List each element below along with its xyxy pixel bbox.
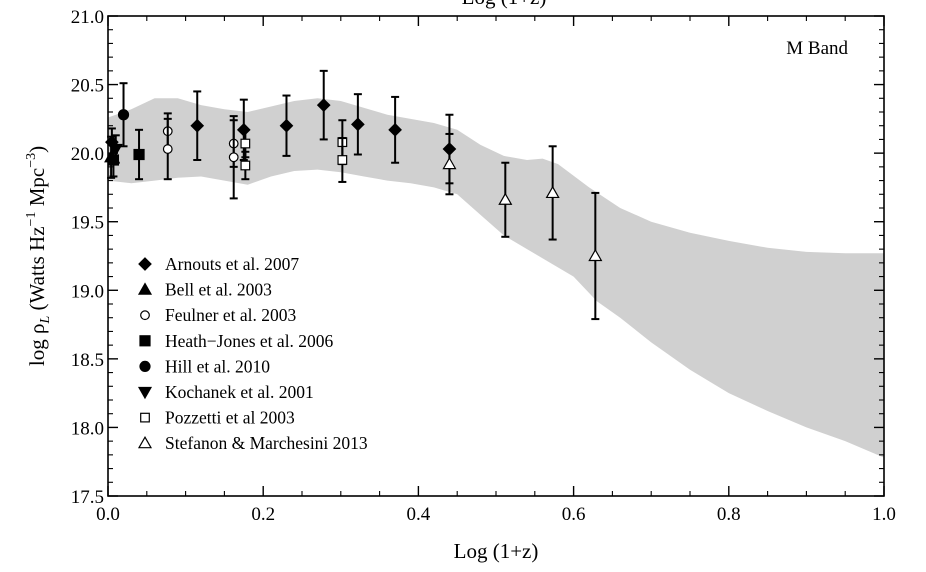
x-tick-label: 0.6 bbox=[562, 504, 586, 525]
legend-item-bell-et-al-2003: Bell et al. 2003 bbox=[137, 280, 272, 300]
y-tick-label: 21.0 bbox=[71, 7, 104, 28]
legend-label: Arnouts et al. 2007 bbox=[165, 254, 299, 274]
legend-item-stefanon-marchesini-2013: Stefanon & Marchesini 2013 bbox=[137, 433, 368, 453]
legend-item-hill-et-al-2010: Hill et al. 2010 bbox=[139, 356, 270, 376]
data-point bbox=[240, 138, 251, 149]
legend-marker bbox=[137, 386, 153, 400]
legend-marker bbox=[140, 310, 150, 321]
data-point bbox=[108, 143, 123, 157]
model-band bbox=[108, 98, 884, 458]
y-tick-label: 19.0 bbox=[71, 281, 104, 302]
data-point bbox=[133, 148, 145, 161]
data-point bbox=[316, 98, 331, 112]
legend-marker bbox=[137, 282, 153, 295]
x-tick-label: 0.8 bbox=[717, 504, 741, 525]
legend-label: Stefanon & Marchesini 2013 bbox=[165, 433, 368, 453]
legend-label: Heath−Jones et al. 2006 bbox=[165, 331, 334, 351]
x-axis-title: Log (1+z) bbox=[454, 539, 539, 563]
series-pozzetti-et-al-2003 bbox=[240, 119, 348, 183]
y-tick-label: 19.5 bbox=[71, 213, 104, 234]
y-tick-label: 20.0 bbox=[71, 144, 104, 165]
data-point bbox=[279, 118, 294, 133]
data-point bbox=[442, 156, 457, 170]
band-annotation: M Band bbox=[786, 38, 848, 59]
data-point bbox=[498, 192, 513, 205]
legend-marker bbox=[139, 360, 151, 372]
data-point bbox=[588, 248, 603, 262]
series-stefanon-marchesini-2013 bbox=[442, 132, 603, 321]
legend-marker bbox=[137, 435, 153, 449]
y-axis-title-exp1: −1 bbox=[24, 212, 39, 227]
y-axis-title-unit2: Mpc bbox=[25, 168, 49, 212]
legend-item-pozzetti-et-al-2003: Pozzetti et al 2003 bbox=[140, 408, 295, 428]
axis-tick-labels: 0.0 0.2 0.4 0.6 0.8 1.0 17.5 18.0 18.5 19.0 19.5 20… bbox=[71, 7, 896, 525]
legend-label: Feulner et al. 2003 bbox=[165, 305, 296, 325]
y-axis-title-unit1: (Watts Hz bbox=[25, 226, 49, 315]
data-point bbox=[162, 144, 173, 154]
y-axis-title: log ρL (Watts Hz−1 Mpc−3) bbox=[24, 146, 53, 366]
legend-item-feulner-et-al-2003: Feulner et al. 2003 bbox=[140, 305, 296, 325]
legend-marker bbox=[140, 412, 150, 423]
legend-item-heath-jones-et-al-2006: Heath−Jones et al. 2006 bbox=[139, 331, 334, 351]
top-title-fragment: Log (1+z) bbox=[462, 0, 547, 9]
x-tick-label: 1.0 bbox=[872, 504, 896, 525]
data-point bbox=[228, 152, 239, 163]
data-point bbox=[117, 109, 130, 121]
data-point bbox=[545, 185, 560, 199]
data-points bbox=[104, 69, 603, 321]
plot-frame bbox=[107, 15, 885, 497]
y-tick-label: 18.0 bbox=[71, 418, 104, 439]
legend-label: Kochanek et al. 2001 bbox=[165, 382, 314, 402]
legend-item-kochanek-et-al-2001: Kochanek et al. 2001 bbox=[137, 382, 314, 402]
legend-label: Pozzetti et al 2003 bbox=[165, 408, 295, 428]
legend-marker bbox=[138, 257, 152, 271]
data-point bbox=[240, 160, 251, 171]
legend: Arnouts et al. 2007 Bell et al. 2003 Feuln… bbox=[137, 254, 368, 453]
data-point bbox=[388, 122, 402, 137]
legend-label: Hill et al. 2010 bbox=[165, 356, 270, 376]
legend-item-arnouts-et-al-2007: Arnouts et al. 2007 bbox=[138, 254, 299, 274]
y-tick-label: 17.5 bbox=[71, 487, 104, 508]
y-tick-label: 20.5 bbox=[71, 76, 104, 97]
series-feulner-et-al-2003 bbox=[162, 112, 239, 200]
legend-label: Bell et al. 2003 bbox=[165, 280, 272, 300]
y-tick-label: 18.5 bbox=[71, 350, 104, 371]
y-axis-title-main: log ρ bbox=[25, 324, 49, 367]
x-tick-label: 0.4 bbox=[407, 504, 431, 525]
series-kochanek-et-al-2001 bbox=[108, 134, 123, 164]
x-tick-label: 0.0 bbox=[96, 504, 120, 525]
y-axis-title-close: ) bbox=[25, 146, 49, 153]
data-point bbox=[337, 155, 348, 165]
data-point bbox=[351, 117, 365, 132]
y-axis-title-sub: L bbox=[38, 316, 53, 325]
x-tick-label: 0.2 bbox=[251, 504, 275, 525]
data-point bbox=[190, 118, 205, 133]
y-axis-title-exp2: −3 bbox=[24, 153, 39, 168]
legend-marker bbox=[139, 335, 151, 347]
